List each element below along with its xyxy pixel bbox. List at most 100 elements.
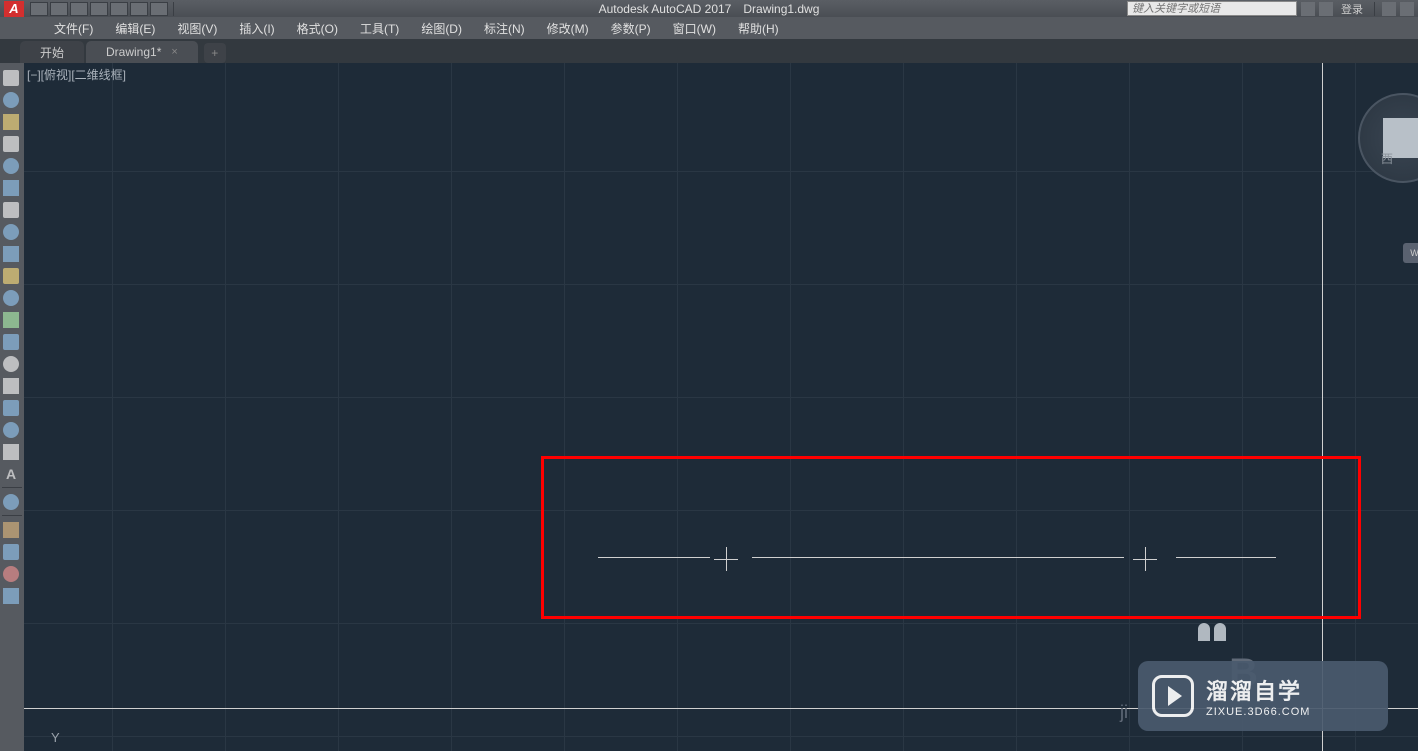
tab-drawing1[interactable]: Drawing1* × [86, 41, 198, 63]
gradient-tool[interactable] [0, 287, 22, 308]
axis-y-label: Y [51, 730, 60, 745]
tab-start-label: 开始 [40, 44, 64, 61]
qat-save-icon[interactable] [70, 2, 88, 16]
text-tool[interactable]: A [0, 463, 22, 484]
app-logo-icon[interactable]: A [4, 1, 24, 17]
toolbar-separator [2, 515, 22, 516]
exchange-icon[interactable] [1382, 2, 1396, 16]
divide-tool-icon [3, 400, 19, 416]
canvas-grid [24, 63, 1418, 751]
layer-tool[interactable] [0, 519, 22, 540]
titlebar-separator [1374, 2, 1375, 16]
drawn-line-segment [752, 557, 1124, 558]
menu-insert[interactable]: 插入(I) [229, 18, 284, 39]
watermark-prefix: ji [1120, 702, 1128, 723]
main-area: A [−][俯视][二维线框] 西 W... B ji 溜溜自学 ZIXUE.3… [0, 63, 1418, 751]
tabbar: 开始 Drawing1* × + [0, 39, 1418, 63]
3d-tool-icon [3, 356, 19, 372]
hatch-tool-icon [3, 268, 19, 284]
block-tool[interactable] [0, 585, 22, 606]
rectangle-tool[interactable] [0, 177, 22, 198]
qat-open-icon[interactable] [50, 2, 68, 16]
boundary-tool[interactable] [0, 331, 22, 352]
arc-tool[interactable] [0, 199, 22, 220]
qat-plot-icon[interactable] [110, 2, 128, 16]
menu-dimension[interactable]: 标注(N) [474, 18, 535, 39]
qat-new-icon[interactable] [30, 2, 48, 16]
tab-start[interactable]: 开始 [20, 41, 84, 63]
revcloud-tool-icon [3, 246, 19, 262]
qat-saveas-icon[interactable] [90, 2, 108, 16]
titlebar-title: Autodesk AutoCAD 2017 Drawing1.dwg [599, 2, 820, 16]
3d-tool[interactable] [0, 353, 22, 374]
viewport-label[interactable]: [−][俯视][二维线框] [27, 66, 126, 83]
point-tool[interactable] [0, 375, 22, 396]
qat-redo-icon[interactable] [150, 2, 168, 16]
menu-view[interactable]: 视图(V) [167, 18, 227, 39]
menu-tools[interactable]: 工具(T) [350, 18, 409, 39]
menu-format[interactable]: 格式(O) [287, 18, 348, 39]
spline-tool-icon [3, 114, 19, 130]
watermark-subtitle: ZIXUE.3D66.COM [1206, 706, 1310, 718]
qat-separator [173, 2, 174, 16]
toolbar-separator [2, 487, 22, 488]
hatch-tool[interactable] [0, 265, 22, 286]
crosshair-vertical [1322, 63, 1323, 751]
login-button[interactable]: 登录 [1337, 1, 1367, 17]
annotation-box [541, 456, 1361, 619]
app-title: Autodesk AutoCAD 2017 [599, 2, 732, 16]
polygon-tool-icon [3, 158, 19, 174]
ellipse-tool[interactable] [0, 221, 22, 242]
menu-parametric[interactable]: 参数(P) [601, 18, 661, 39]
play-icon [1152, 675, 1194, 717]
point-tool-icon [3, 378, 19, 394]
region-tool[interactable] [0, 309, 22, 330]
polyline-tool-icon [3, 92, 19, 108]
titlebar: A Autodesk AutoCAD 2017 Drawing1.dwg 登录 [0, 0, 1418, 17]
infocenter-icon[interactable] [1301, 2, 1315, 16]
match-tool[interactable] [0, 541, 22, 562]
watermark-badge: 溜溜自学 ZIXUE.3D66.COM [1138, 661, 1388, 731]
circle-tool-icon [3, 136, 19, 152]
drawn-line-segment [598, 557, 710, 558]
tab-add-button[interactable]: + [204, 43, 226, 63]
arc-tool-icon [3, 202, 19, 218]
qat-undo-icon[interactable] [130, 2, 148, 16]
copy-tool-icon [3, 566, 19, 582]
rectangle-tool-icon [3, 180, 19, 196]
spline-tool[interactable] [0, 111, 22, 132]
circle-tool[interactable] [0, 133, 22, 154]
block-tool-icon [3, 588, 19, 604]
gradient-tool-icon [3, 290, 19, 306]
line-tool-icon [3, 70, 19, 86]
boundary-tool-icon [3, 334, 19, 350]
mtext-tool[interactable] [0, 491, 22, 512]
table-tool-icon [3, 444, 19, 460]
menu-file[interactable]: 文件(F) [44, 18, 103, 39]
wcs-badge[interactable]: W... [1403, 243, 1418, 263]
copy-tool[interactable] [0, 563, 22, 584]
polyline-tool[interactable] [0, 89, 22, 110]
revcloud-tool[interactable] [0, 243, 22, 264]
watermark-decoration [1198, 623, 1228, 641]
table-tool[interactable] [0, 441, 22, 462]
help-icon[interactable] [1400, 2, 1414, 16]
watermark-title: 溜溜自学 [1206, 674, 1310, 706]
measure-tool[interactable] [0, 419, 22, 440]
ellipse-tool-icon [3, 224, 19, 240]
text-tool-icon: A [3, 466, 19, 482]
close-icon[interactable]: × [171, 46, 177, 58]
signin-icon[interactable] [1319, 2, 1333, 16]
search-input[interactable] [1127, 1, 1297, 16]
menu-help[interactable]: 帮助(H) [728, 18, 789, 39]
divide-tool[interactable] [0, 397, 22, 418]
drawing-canvas[interactable]: [−][俯视][二维线框] 西 W... B ji 溜溜自学 ZIXUE.3D6… [24, 63, 1418, 751]
menu-edit[interactable]: 编辑(E) [105, 18, 165, 39]
menu-modify[interactable]: 修改(M) [537, 18, 599, 39]
menu-draw[interactable]: 绘图(D) [411, 18, 472, 39]
measure-tool-icon [3, 422, 19, 438]
polygon-tool[interactable] [0, 155, 22, 176]
menu-window[interactable]: 窗口(W) [663, 18, 726, 39]
mtext-tool-icon [3, 494, 19, 510]
line-tool[interactable] [0, 67, 22, 88]
